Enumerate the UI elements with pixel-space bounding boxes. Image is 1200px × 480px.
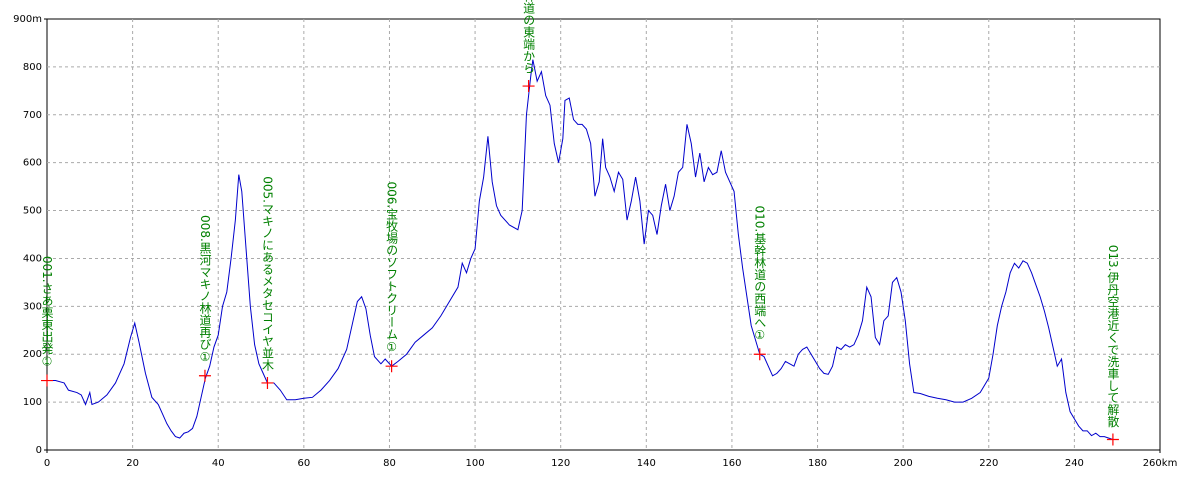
x-tick-label: 260km [1143,458,1178,469]
waypoint-label: 006.宝牧場のソフトクリーム① [385,181,399,354]
y-tick-label: 700 [23,110,42,121]
y-tick-label: 200 [23,349,42,360]
x-tick-label: 220 [979,458,998,469]
elevation-line [47,59,1114,440]
y-tick-label: 100 [23,397,42,408]
x-tick-label: 20 [126,458,139,469]
y-tick-label: 300 [23,301,42,312]
x-tick-label: 240 [1065,458,1084,469]
waypoint-marker [385,360,398,373]
waypoint-label: 008.黒河マキノ林道再び① [198,215,212,364]
y-tick-label: 600 [23,158,42,169]
waypoint-marker [41,374,53,387]
x-tick-label: 200 [894,458,913,469]
waypoint-marker [1106,433,1119,446]
plot-area [46,18,1161,451]
x-tick-label: 0 [44,458,50,469]
x-tick-label: 120 [551,458,570,469]
waypoint-label: 010.基幹林道の西端へ① [753,206,767,343]
waypoint-marker [261,376,274,389]
x-tick-label: 180 [808,458,827,469]
waypoint-marker [522,80,535,93]
y-tick-label: 500 [23,206,42,217]
y-tick-label: 0 [36,445,42,456]
y-tick-label: 800 [23,62,42,73]
waypoint-marker [753,348,766,361]
x-tick-label: 40 [212,458,225,469]
waypoint-label: 005.マキノにあるメタセコイヤ並木 [260,176,274,371]
waypoint-label: 009.基幹林道の東端から [522,0,536,74]
waypoint-label: 001.さあ栗東出発① [40,256,54,369]
y-tick-label: 900m [13,14,42,25]
waypoint-marker [198,369,211,382]
x-tick-label: 160 [722,458,741,469]
x-tick-label: 100 [466,458,485,469]
x-tick-label: 140 [637,458,656,469]
x-tick-label: 80 [383,458,396,469]
y-tick-label: 400 [23,253,42,264]
x-tick-label: 60 [297,458,310,469]
waypoint-label: 013.伊丹空港近くで洗車して解散 [1106,245,1120,428]
